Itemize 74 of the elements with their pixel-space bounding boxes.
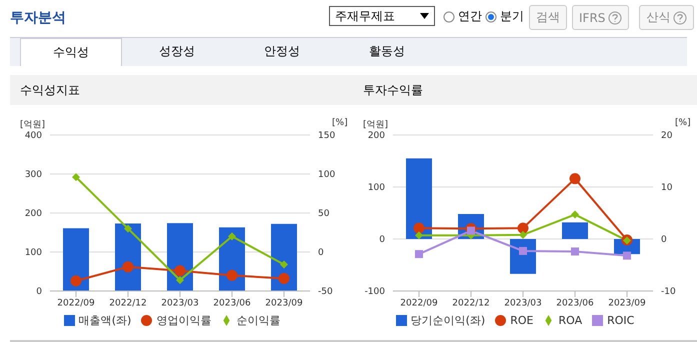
x-tick-label: 2023/06 [556,298,594,308]
text: 수익성 [20,38,122,66]
y-tick-label: 300 [24,170,42,180]
text: 안정성 [263,43,301,60]
y-tick-label: 0 [379,235,386,246]
y2-tick-label: 10 [661,183,673,194]
y-axis-title: [억원] [20,119,46,131]
point [228,232,236,240]
legend-label: 영업이익률 [156,314,212,327]
text: 주재무제표 [335,8,395,24]
y2-tick-label: -10 [661,287,676,298]
point [415,250,423,258]
x-tick-label: 2022/12 [109,298,147,308]
point [415,231,423,240]
x-tick-label: 2023/03 [504,298,542,308]
legend-label: ROE [510,314,534,327]
point [571,247,579,256]
x-tick-label: 2023/09 [608,298,646,308]
legend-label: ROIC [607,314,634,327]
y-tick-label: 0 [36,287,42,298]
y-tick-label: -100 [364,287,386,298]
y-axis-title: [억원] [363,119,388,131]
y2-axis-title: [%] [332,118,348,128]
y2-tick-label: 0 [661,235,667,246]
point [519,246,527,255]
y2-tick-label: -50 [318,287,333,298]
x-tick-label: 2023/03 [161,298,199,308]
y2-tick-label: 100 [318,170,336,180]
text: IFRS [572,5,630,30]
y2-tick-label: 0 [318,248,324,258]
y-tick-label: 100 [24,248,42,258]
point [122,261,134,272]
text: 검색 [529,5,567,30]
x-tick-label: 2022/12 [452,298,490,308]
text: 산식 [639,5,694,30]
y-tick-label: 400 [24,131,42,142]
point [518,222,528,234]
x-tick-label: 2022/09 [57,298,95,308]
x-tick-label: 2023/06 [213,298,251,308]
point [571,210,579,219]
text: 활동성 [368,43,406,60]
point [623,252,631,260]
text: 성장성 [158,43,196,60]
legend-label: 매출액(좌) [78,314,132,327]
legend-label: ROA [558,314,582,327]
x-tick-label: 2023/09 [265,298,303,308]
x-tick-label: 2022/09 [400,298,438,308]
bar [562,222,588,239]
y2-axis-title: [%] [675,118,691,128]
text: 분기 [500,8,524,25]
legend-label: 순이익률 [236,314,280,327]
y-tick-label: 200 [368,131,386,142]
y2-tick-label: 20 [661,131,673,142]
point [174,265,186,276]
point [278,273,290,284]
bar [406,158,432,239]
point [124,224,132,233]
point [226,270,238,281]
text: 투자분석 [10,9,66,27]
point [280,260,288,268]
point [570,173,580,184]
point [519,230,527,239]
text: 연간 [458,8,482,25]
y-tick-label: 200 [24,209,42,220]
chart-title: 수익성지표 [10,75,354,105]
point [414,222,424,234]
point [72,173,80,182]
chart-title: 투자수익률 [353,75,697,105]
point [176,276,184,284]
y-tick-label: 100 [368,183,386,194]
legend-label: 당기순이익(좌) [410,314,486,327]
point [70,275,82,286]
y2-tick-label: 150 [318,131,336,142]
y2-tick-label: 50 [318,209,330,220]
